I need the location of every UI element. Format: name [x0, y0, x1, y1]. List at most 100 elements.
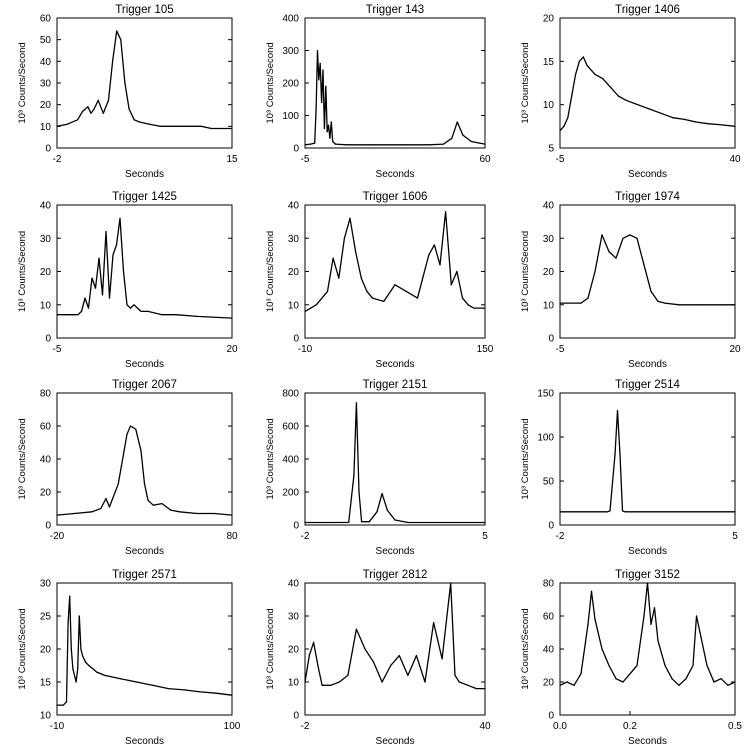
data-point [615, 678, 617, 680]
chart-panel-9: Trigger 2514 0 50 100 150 -2 5 Seconds 10³ Count… [520, 379, 738, 557]
data-point [470, 140, 472, 143]
y-tick-label: 20 [40, 267, 52, 278]
data-point [614, 454, 616, 456]
data-point [104, 674, 106, 677]
data-point [115, 244, 118, 246]
data-point [196, 512, 198, 515]
data-point [128, 108, 130, 110]
y-tick-label: 20 [40, 100, 52, 111]
x-tick-label: -5 [301, 154, 310, 165]
plot-frame [56, 582, 233, 716]
data-point [334, 143, 337, 145]
y-tick-label: 0 [293, 521, 299, 532]
x-tick-label: 0.5 [728, 721, 742, 732]
data-point [318, 79, 320, 81]
chart-panel-4: Trigger 1425 0 10 20 30 40 -5 20 Seconds 10³ Coun… [17, 191, 238, 370]
data-point [69, 595, 71, 597]
y-tick-label: 600 [282, 422, 299, 433]
data-point [458, 681, 460, 683]
x-tick-label: 5 [482, 531, 488, 542]
plot-frame [56, 392, 233, 526]
y-tick-label: 100 [282, 111, 299, 122]
data-point [326, 131, 328, 133]
data-point [657, 640, 659, 642]
data-point [323, 127, 325, 130]
data-point [664, 664, 666, 667]
data-point [78, 615, 80, 617]
data-point [475, 688, 477, 690]
data-point [571, 95, 573, 97]
data-point [105, 231, 107, 233]
x-tick-label: -10 [50, 721, 65, 732]
data-point [330, 521, 332, 524]
data-point [685, 678, 687, 680]
data-point [634, 511, 636, 513]
x-tick-label: 0.2 [623, 721, 637, 732]
y-axis-label: 10³ Counts/Second [17, 608, 28, 689]
data-point [594, 73, 596, 75]
data-point [692, 664, 694, 667]
data-point [87, 106, 89, 108]
series-line [57, 217, 233, 319]
data-point [594, 618, 596, 620]
data-point [720, 304, 722, 306]
data-point [88, 664, 90, 667]
data-point [330, 684, 332, 686]
data-point [117, 483, 119, 485]
data-point [699, 304, 701, 306]
data-point [138, 121, 140, 123]
y-axis-label: 10³ Counts/Second [265, 418, 276, 499]
data-point [167, 688, 169, 690]
data-point [407, 521, 409, 524]
chart-title: Trigger 3152 [615, 569, 680, 581]
data-point [316, 49, 319, 52]
data-point [313, 641, 315, 644]
y-tick-label: 40 [40, 57, 52, 68]
chart-title: Trigger 1425 [112, 191, 177, 203]
chart-title: Trigger 2067 [112, 379, 177, 391]
chart-title: Trigger 2514 [615, 379, 680, 391]
x-axis-label: Seconds [376, 359, 415, 370]
y-axis-label: 10³ Counts/Second [265, 231, 276, 312]
y-tick-label: 0 [45, 521, 51, 532]
data-point [326, 290, 329, 292]
plot-frame [304, 582, 486, 716]
chart-title: Trigger 2151 [363, 379, 428, 391]
data-point [563, 125, 565, 127]
data-point [637, 104, 639, 106]
data-point [329, 137, 331, 139]
data-point [433, 622, 435, 624]
data-point [98, 257, 100, 259]
data-point [169, 125, 171, 127]
data-point [442, 143, 445, 145]
data-point [75, 681, 77, 683]
data-point [70, 314, 72, 316]
data-point [321, 684, 323, 686]
data-point [616, 410, 619, 412]
data-point [602, 78, 604, 80]
data-point [73, 512, 76, 515]
data-point [590, 590, 593, 592]
data-point [734, 511, 736, 513]
chart-title: Trigger 1606 [363, 191, 428, 203]
data-point [454, 674, 456, 677]
data-point [424, 681, 426, 683]
chart-panel-8: Trigger 2151 0 200 400 600 800 -2 5 Seconds 10³ C… [265, 379, 488, 557]
data-point [72, 668, 74, 670]
data-point [580, 302, 582, 304]
data-point [87, 307, 90, 309]
data-point [636, 664, 638, 667]
chart-title: Trigger 143 [366, 4, 424, 16]
chart-panel-12: Trigger 3152 0 20 40 60 80 0.0 0.2 0.5 Seconds 10³… [520, 569, 742, 747]
x-tick-label: 100 [224, 721, 241, 732]
data-point [636, 237, 638, 239]
data-point [161, 314, 163, 316]
data-point [129, 425, 132, 427]
x-tick-label: 150 [477, 344, 494, 355]
data-point [348, 521, 350, 524]
y-tick-label: 0 [293, 711, 299, 722]
y-tick-label: 300 [282, 46, 299, 57]
data-point [659, 511, 661, 513]
data-point [196, 315, 198, 317]
